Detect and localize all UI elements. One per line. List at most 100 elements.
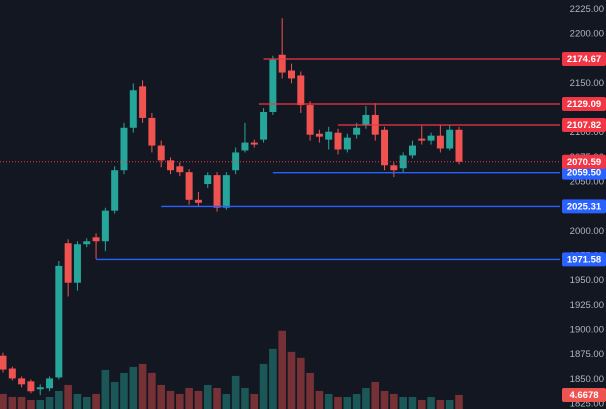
candle-body [73,244,81,283]
y-tick-label: 1900.00 [570,325,604,336]
price-tag [562,165,606,180]
volume-bar [129,366,138,409]
volume-bar [36,399,45,409]
candle-body [436,135,444,149]
price-tag [562,154,606,169]
candle-body [111,170,119,211]
volume-bar [64,384,72,409]
y-tick-label: 2100.00 [570,127,604,138]
volume-bar [436,399,445,409]
candle-body [92,237,100,242]
volume-bar [296,357,305,409]
volume-bar [222,393,231,409]
y-tick-label: 1875.00 [570,349,604,360]
candle-body [399,155,407,169]
volume-bar [417,399,426,409]
price-tag-label: 2025.31 [567,201,602,212]
price-tag-label: 1971.58 [567,254,601,265]
volume-bar [334,396,342,409]
candle-body [455,129,463,162]
candle-body [427,135,435,141]
volume-bar [194,390,203,409]
volume-bar [408,396,417,409]
volume-tag [562,387,606,402]
volume-bar [185,387,193,409]
volume-bar [371,381,380,409]
volume-bar [362,387,370,409]
volume-bar [241,387,249,409]
y-tick-label: 2000.00 [570,226,604,237]
volume-bar [259,363,268,409]
volume-bar [203,384,212,409]
volume-bar [306,372,314,409]
candle-body [139,86,147,118]
candle-body [343,137,351,150]
volume-bar [110,381,119,409]
candle-body [353,127,361,135]
candle-body [325,131,333,140]
price-tag-label: 2129.09 [567,99,601,110]
volume-bar [455,394,463,409]
volume-bar [176,393,184,409]
candle-body [381,129,389,166]
price-tag-label: 2059.50 [567,168,601,179]
volume-bar [390,393,398,409]
volume-bar [315,390,324,409]
volume-bar [324,393,333,409]
price-tag [562,199,606,214]
candle-body [269,59,277,112]
candle-body [101,210,109,242]
candle-body [0,355,7,370]
candle-body [287,70,295,79]
candle-body [297,75,305,106]
candle-body [213,175,221,208]
volume-bar [101,369,110,409]
y-tick-label: 2200.00 [570,29,604,40]
volume-bar [166,390,175,409]
price-tag [562,52,606,67]
y-tick-label: 2050.00 [570,177,604,188]
volume-bar [17,396,26,409]
candle-body [250,142,258,145]
volume-bar [27,399,35,409]
candle-body [157,145,165,161]
y-tick-label: 1825.00 [570,399,604,409]
volume-bar [82,396,91,409]
volume-bar [343,396,352,409]
candle-body [55,265,63,378]
volume-bar [0,393,7,409]
candle-body [120,127,128,171]
candle-body [390,165,398,171]
candle-body [83,241,91,245]
volume-bar [278,330,286,409]
volume-bar [287,351,296,409]
candle-body [27,381,35,392]
y-tick-label: 1950.00 [570,275,604,286]
candle-body [8,368,16,379]
candle-body [167,160,175,171]
candle-body [194,199,202,203]
y-tick-label: 1850.00 [570,374,604,385]
candle-body [408,145,416,156]
candle-body [222,175,230,208]
candle-body [306,105,314,135]
candle-body [334,132,342,150]
volume-bar [427,396,435,409]
candle-body [260,111,268,140]
price-tag [562,97,606,112]
candle-body [241,142,249,151]
volume-bar [92,393,100,409]
candle-body [46,378,54,389]
candle-body [148,117,156,146]
volume-tag-label: 4.6678 [569,390,598,401]
volume-bar [45,396,54,409]
volume-bar [138,363,147,409]
volume-bar [55,390,63,409]
volume-bar [445,399,454,409]
candle-body [64,243,72,283]
candle-body [278,54,286,73]
volume-bar [8,396,17,409]
volume-bar [213,387,221,409]
candle-body [18,378,26,385]
